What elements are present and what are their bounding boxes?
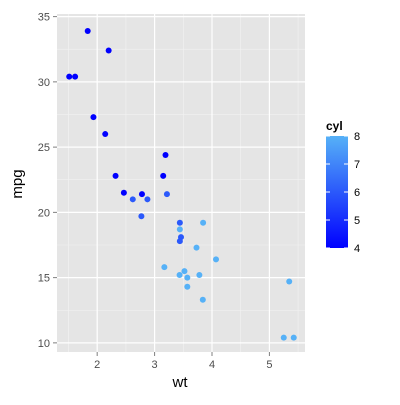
data-point <box>290 334 297 341</box>
data-point <box>66 73 73 80</box>
data-point <box>280 334 287 341</box>
x-tick-label: 3 <box>152 359 158 371</box>
data-point <box>163 191 170 198</box>
plot-panel <box>57 14 305 352</box>
y-tick-label: 15 <box>38 273 50 285</box>
data-point <box>200 219 207 226</box>
y-tick-label: 35 <box>38 12 50 24</box>
x-axis-title: wt <box>172 374 189 391</box>
legend-tick-label: 8 <box>354 131 360 143</box>
axis-ticks <box>53 16 270 356</box>
data-point <box>176 238 183 245</box>
data-point <box>199 296 206 303</box>
legend-title: cyl <box>326 119 343 133</box>
data-point <box>84 27 91 34</box>
data-point <box>184 283 191 290</box>
data-point <box>105 47 112 54</box>
data-point <box>286 278 293 285</box>
legend-tick-label: 4 <box>354 243 360 255</box>
y-tick-label: 10 <box>38 338 50 350</box>
y-axis-tick-labels: 10 15 20 25 30 35 <box>38 12 50 350</box>
legend-tick-label: 7 <box>354 159 360 171</box>
data-point <box>176 219 183 226</box>
y-tick-label: 30 <box>38 77 50 89</box>
data-point <box>102 131 109 138</box>
legend-ticks: 4 5 6 7 8 <box>326 131 360 255</box>
grid-major-lines <box>57 14 305 352</box>
data-point <box>193 244 200 251</box>
data-point <box>176 272 183 279</box>
data-point <box>176 226 183 233</box>
data-points <box>66 27 297 341</box>
legend-tick-label: 6 <box>354 187 360 199</box>
x-tick-label: 5 <box>266 359 272 371</box>
data-point <box>72 73 79 80</box>
data-point <box>161 264 168 271</box>
data-point <box>138 213 145 220</box>
y-tick-label: 20 <box>38 207 50 219</box>
data-point <box>112 172 119 179</box>
data-point <box>129 196 136 203</box>
data-point <box>184 274 191 281</box>
legend: cyl 4 5 6 7 8 <box>326 119 360 255</box>
x-tick-label: 4 <box>209 359 215 371</box>
legend-tick-label: 5 <box>354 215 360 227</box>
data-point <box>138 191 145 198</box>
data-point <box>90 114 97 121</box>
data-point <box>162 151 169 158</box>
data-point <box>160 172 167 179</box>
grid-minor-lines <box>57 14 305 352</box>
y-axis-title: mpg <box>9 169 26 198</box>
legend-colorbar <box>326 136 348 248</box>
data-point <box>120 189 127 196</box>
data-point <box>144 196 151 203</box>
data-point <box>181 268 188 275</box>
data-point <box>213 256 220 263</box>
x-tick-label: 2 <box>94 359 100 371</box>
y-tick-label: 25 <box>38 142 50 154</box>
x-axis-tick-labels: 2 3 4 5 <box>94 359 272 371</box>
data-point <box>196 272 203 279</box>
